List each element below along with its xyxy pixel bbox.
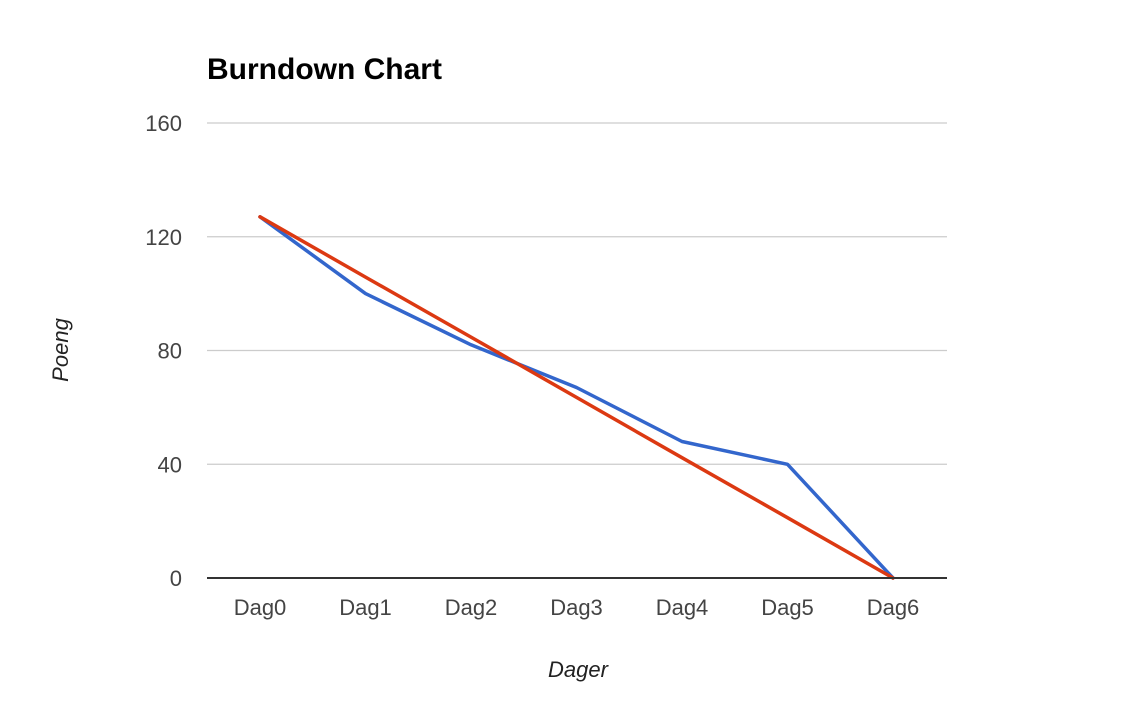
chart-title: Burndown Chart bbox=[207, 53, 442, 86]
series-line-2 bbox=[258, 215, 895, 580]
x-tick-label: Dag0 bbox=[234, 595, 287, 620]
y-tick-label: 120 bbox=[145, 225, 182, 250]
gridlines bbox=[207, 122, 947, 465]
x-tick-label: Dag6 bbox=[867, 595, 920, 620]
y-axis-title: Poeng bbox=[48, 317, 73, 381]
y-tick-labels: 0 40 80 120 160 bbox=[145, 111, 182, 591]
y-tick-label: 0 bbox=[170, 566, 182, 591]
series-lines bbox=[258, 215, 895, 580]
x-tick-label: Dag2 bbox=[445, 595, 498, 620]
x-tick-labels: Dag0 Dag1 Dag2 Dag3 Dag4 Dag5 Dag6 bbox=[234, 595, 920, 620]
x-tick-label: Dag1 bbox=[339, 595, 392, 620]
y-tick-label: 160 bbox=[145, 111, 182, 136]
y-tick-label: 80 bbox=[158, 339, 182, 364]
x-tick-label: Dag4 bbox=[656, 595, 709, 620]
x-axis-title: Dager bbox=[548, 657, 610, 682]
x-tick-label: Dag3 bbox=[550, 595, 603, 620]
y-tick-label: 40 bbox=[158, 452, 182, 477]
series-line-1 bbox=[258, 215, 895, 580]
x-tick-label: Dag5 bbox=[761, 595, 814, 620]
